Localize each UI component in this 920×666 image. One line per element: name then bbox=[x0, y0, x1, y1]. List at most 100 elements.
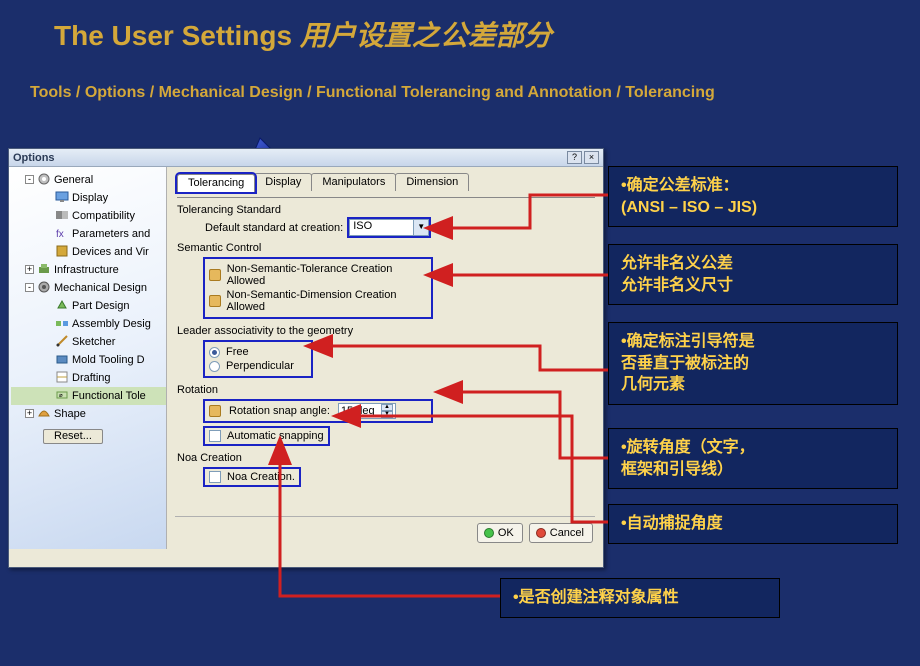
tree-item-assembly-desig[interactable]: Assembly Desig bbox=[11, 315, 166, 333]
std-label: Default standard at creation: bbox=[205, 222, 343, 234]
tree-label: Functional Tole bbox=[72, 390, 146, 402]
lock-icon bbox=[209, 295, 221, 307]
callout-autosnap: •自动捕捉角度 bbox=[608, 504, 898, 544]
tree-item-compatibility[interactable]: Compatibility bbox=[11, 207, 166, 225]
slide-title-en: The User Settings bbox=[54, 20, 300, 51]
rot-input[interactable]: 15 deg ▲▼ bbox=[338, 403, 396, 419]
help-button[interactable]: ? bbox=[567, 151, 582, 164]
tree-item-infrastructure[interactable]: + Infrastructure bbox=[11, 261, 166, 279]
display-icon bbox=[55, 190, 69, 204]
cancel-icon bbox=[536, 528, 546, 538]
tab-display[interactable]: Display bbox=[254, 173, 312, 191]
draft-icon bbox=[55, 370, 69, 384]
asm-icon bbox=[55, 316, 69, 330]
tree-item-display[interactable]: Display bbox=[11, 189, 166, 207]
titlebar: Options ? × bbox=[9, 149, 603, 167]
tree-label: General bbox=[54, 174, 93, 186]
options-window: Options ? × - General Display Compatibility… bbox=[8, 148, 604, 568]
slide-title: The User Settings 用户设置之公差部分 bbox=[54, 14, 552, 54]
window-title: Options bbox=[13, 152, 55, 164]
cancel-button[interactable]: Cancel bbox=[529, 523, 593, 543]
tab-strip: Tolerancing Display Manipulators Dimensi… bbox=[177, 173, 595, 191]
rot-value: 15 deg bbox=[341, 405, 375, 417]
mold-icon bbox=[55, 352, 69, 366]
noa-label: Noa Creation. bbox=[227, 471, 295, 483]
lock-icon bbox=[209, 269, 221, 281]
dropdown-arrow-icon: ▼ bbox=[413, 220, 428, 235]
tree-label: Mold Tooling D bbox=[72, 354, 145, 366]
tree-item-devices-and-vir[interactable]: Devices and Vir bbox=[11, 243, 166, 261]
section-noa-title: Noa Creation bbox=[177, 452, 595, 464]
callout-noa: •是否创建注释对象属性 bbox=[500, 578, 780, 618]
sem-opt2[interactable]: Non-Semantic-Dimension Creation Allowed bbox=[227, 289, 428, 313]
section-rot-title: Rotation bbox=[177, 384, 595, 396]
param-icon: fx bbox=[55, 226, 69, 240]
reset-button[interactable]: Reset... bbox=[43, 429, 103, 444]
sem-opt1[interactable]: Non-Semantic-Tolerance Creation Allowed bbox=[227, 263, 427, 287]
options-panel: Tolerancing Display Manipulators Dimensi… bbox=[167, 167, 603, 549]
callout-semantic: 允许非名义公差 允许非名义尺寸 bbox=[608, 244, 898, 305]
sketch-icon bbox=[55, 334, 69, 348]
expander-icon[interactable]: - bbox=[25, 175, 34, 184]
device-icon bbox=[55, 244, 69, 258]
tree-item-sketcher[interactable]: Sketcher bbox=[11, 333, 166, 351]
auto-snap-label: Automatic snapping bbox=[227, 430, 324, 442]
options-tree: - General Display Compatibility fx Parameters… bbox=[9, 167, 167, 549]
breadcrumb: Tools / Options / Mechanical Design / Fu… bbox=[30, 84, 715, 102]
callout-leader: •确定标注引导符是 否垂直于被标注的 几何元素 bbox=[608, 322, 898, 405]
leader-perp: Perpendicular bbox=[226, 360, 294, 372]
tab-tolerancing[interactable]: Tolerancing bbox=[177, 174, 255, 192]
tree-label: Drafting bbox=[72, 372, 111, 384]
slide-title-cn: 用户设置之公差部分 bbox=[300, 20, 552, 51]
radio-perp[interactable] bbox=[209, 361, 220, 372]
radio-free[interactable] bbox=[209, 347, 220, 358]
tree-label: Part Design bbox=[72, 300, 129, 312]
compat-icon bbox=[55, 208, 69, 222]
mech-icon bbox=[37, 280, 51, 294]
spin-up-icon[interactable]: ▲ bbox=[381, 404, 393, 411]
noa-checkbox[interactable] bbox=[209, 471, 221, 483]
tree-label: Sketcher bbox=[72, 336, 115, 348]
tree-item-mold-tooling-d[interactable]: Mold Tooling D bbox=[11, 351, 166, 369]
tree-item-shape[interactable]: + Shape bbox=[11, 405, 166, 423]
tree-label: Infrastructure bbox=[54, 264, 119, 276]
lock-icon bbox=[209, 405, 221, 417]
tree-item-general[interactable]: - General bbox=[11, 171, 166, 189]
close-button[interactable]: × bbox=[584, 151, 599, 164]
tree-label: Mechanical Design bbox=[54, 282, 147, 294]
tree-item-mechanical-design[interactable]: - Mechanical Design bbox=[11, 279, 166, 297]
tree-label: Devices and Vir bbox=[72, 246, 149, 258]
expander-icon[interactable]: + bbox=[25, 265, 34, 274]
std-select[interactable]: ISO ▼ bbox=[349, 219, 429, 236]
ok-button[interactable]: OK bbox=[477, 523, 523, 543]
rot-label: Rotation snap angle: bbox=[229, 405, 330, 417]
tree-label: Shape bbox=[54, 408, 86, 420]
spin-down-icon[interactable]: ▼ bbox=[381, 411, 393, 418]
tree-item-parameters-and[interactable]: fx Parameters and bbox=[11, 225, 166, 243]
ft-icon: ⌀ bbox=[55, 388, 69, 402]
section-sem-title: Semantic Control bbox=[177, 242, 595, 254]
leader-free: Free bbox=[226, 346, 249, 358]
tree-item-functional-tole[interactable]: ⌀ Functional Tole bbox=[11, 387, 166, 405]
svg-text:fx: fx bbox=[56, 229, 64, 240]
auto-snap-checkbox[interactable] bbox=[209, 430, 221, 442]
svg-text:⌀: ⌀ bbox=[59, 393, 63, 399]
expander-icon[interactable]: - bbox=[25, 283, 34, 292]
tree-label: Display bbox=[72, 192, 108, 204]
tree-item-drafting[interactable]: Drafting bbox=[11, 369, 166, 387]
tree-item-part-design[interactable]: Part Design bbox=[11, 297, 166, 315]
section-std-title: Tolerancing Standard bbox=[177, 204, 595, 216]
tab-dimension[interactable]: Dimension bbox=[395, 173, 469, 191]
section-leader-title: Leader associativity to the geometry bbox=[177, 325, 595, 337]
gear-icon bbox=[37, 172, 51, 186]
callout-standard: •确定公差标准： (ANSI – ISO – JIS) bbox=[608, 166, 898, 227]
tree-label: Assembly Desig bbox=[72, 318, 151, 330]
ok-icon bbox=[484, 528, 494, 538]
std-value: ISO bbox=[353, 220, 372, 232]
tree-label: Parameters and bbox=[72, 228, 150, 240]
callout-rotation: •旋转角度（文字， 框架和引导线） bbox=[608, 428, 898, 489]
tab-manipulators[interactable]: Manipulators bbox=[311, 173, 396, 191]
infra-icon bbox=[37, 262, 51, 276]
tree-label: Compatibility bbox=[72, 210, 135, 222]
expander-icon[interactable]: + bbox=[25, 409, 34, 418]
